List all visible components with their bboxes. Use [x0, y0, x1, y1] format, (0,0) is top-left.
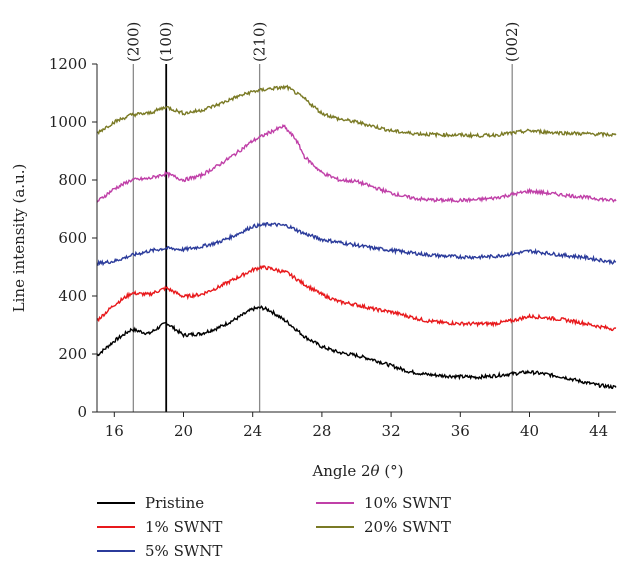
x-tick-label: 20	[174, 422, 193, 440]
x-tick-label: 40	[520, 422, 539, 440]
x-axis-title: Angle 2θ (°)	[311, 462, 403, 480]
x-tick-label: 16	[105, 422, 124, 440]
y-tick-label: 1200	[49, 55, 87, 73]
series-line-2	[96, 221, 617, 267]
y-tick-label: 1000	[49, 113, 87, 131]
peak-labels: (200) (100) (210) (002)	[124, 22, 521, 62]
peak-label: (002)	[503, 22, 521, 62]
y-tick-label: 800	[58, 171, 87, 189]
y-tick-label: 0	[77, 403, 87, 421]
x-tick-label: 44	[589, 422, 608, 440]
series-line-4	[96, 84, 617, 139]
reference-lines	[132, 64, 513, 412]
x-tick-label: 32	[382, 422, 401, 440]
legend-label: 5% SWNT	[145, 542, 222, 560]
legend-label: 20% SWNT	[364, 518, 451, 536]
y-tick-label: 200	[58, 345, 87, 363]
series-line-3	[96, 123, 617, 204]
peak-label: (210)	[251, 22, 269, 62]
y-axis-title: Line intensity (a.u.)	[10, 164, 28, 313]
ticks: 0 200 400 600 800 1000 1200 16 20 24 28 32 36 40 44	[49, 55, 608, 440]
x-tick-label: 28	[312, 422, 331, 440]
peak-label: (100)	[157, 22, 175, 62]
peak-label: (200)	[124, 22, 142, 62]
legend: Pristine 1% SWNT 5% SWNT 10% SWNT 20% SWNT	[97, 494, 451, 560]
y-tick-label: 400	[58, 287, 87, 305]
y-tick-label: 600	[58, 229, 87, 247]
legend-label: Pristine	[145, 494, 204, 512]
axes	[96, 64, 616, 413]
x-tick-label: 36	[451, 422, 470, 440]
legend-label: 1% SWNT	[145, 518, 222, 536]
legend-label: 10% SWNT	[364, 494, 451, 512]
series-lines	[96, 84, 617, 390]
series-line-0	[96, 305, 617, 390]
series-line-1	[96, 264, 617, 332]
x-tick-label: 24	[243, 422, 262, 440]
